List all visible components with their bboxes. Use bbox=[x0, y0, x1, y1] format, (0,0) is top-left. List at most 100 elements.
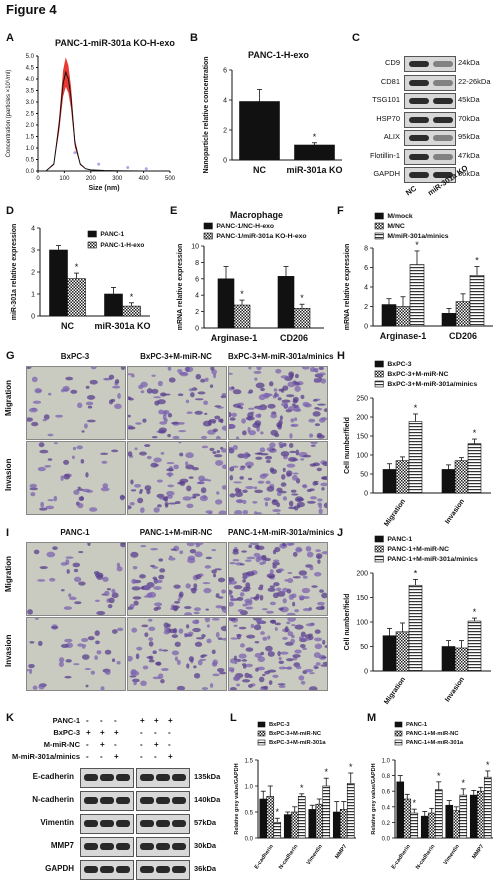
stained-cell bbox=[68, 593, 72, 598]
stained-cell bbox=[253, 511, 258, 514]
stained-cell bbox=[280, 451, 290, 457]
stained-cell bbox=[314, 378, 320, 383]
stained-cell bbox=[162, 410, 168, 417]
stained-cell bbox=[135, 422, 142, 425]
y-tick-label: 0.8 bbox=[382, 774, 391, 780]
bar bbox=[322, 785, 331, 839]
stained-cell bbox=[85, 385, 90, 389]
stained-cell bbox=[114, 403, 122, 409]
stained-cell bbox=[215, 631, 220, 638]
stained-cell bbox=[245, 647, 254, 652]
stained-cell bbox=[254, 377, 258, 381]
stained-cell bbox=[231, 412, 237, 418]
stained-cell bbox=[221, 464, 226, 470]
stained-cell bbox=[316, 432, 323, 438]
bar bbox=[315, 803, 324, 839]
stained-cell bbox=[193, 672, 201, 679]
stained-cell bbox=[77, 486, 81, 489]
stained-cell bbox=[229, 493, 236, 498]
stained-cell bbox=[119, 494, 125, 501]
stained-cell bbox=[314, 423, 320, 427]
stained-cell bbox=[189, 548, 197, 554]
stained-cell bbox=[84, 423, 88, 429]
blot-band bbox=[156, 843, 170, 850]
y-tick-label: 8 bbox=[195, 260, 199, 267]
stained-cell bbox=[110, 398, 116, 403]
stained-cell bbox=[261, 473, 269, 477]
stained-cell bbox=[322, 661, 327, 665]
stained-cell bbox=[274, 622, 281, 626]
blot-protein-label: TSG101 bbox=[372, 95, 400, 104]
stained-cell bbox=[27, 609, 33, 615]
cell-stain bbox=[229, 618, 327, 690]
stained-cell bbox=[302, 454, 312, 458]
stained-cell bbox=[130, 489, 137, 492]
stained-cell bbox=[277, 683, 286, 686]
stained-cell bbox=[229, 618, 237, 621]
stained-cell bbox=[186, 624, 190, 629]
stained-cell bbox=[85, 684, 89, 688]
legend-swatch bbox=[374, 545, 384, 553]
stained-cell bbox=[292, 601, 296, 607]
stained-cell bbox=[257, 480, 265, 484]
legend-label: BxPC-3+M-miR-NC bbox=[387, 371, 448, 378]
y-tick-label: 6 bbox=[195, 276, 199, 283]
y-tick-label: 200 bbox=[356, 571, 368, 578]
stained-cell bbox=[161, 667, 169, 672]
stained-cell bbox=[294, 373, 299, 379]
y-tick-label: 2 bbox=[31, 270, 35, 277]
stained-cell bbox=[106, 587, 112, 591]
micrograph-image bbox=[26, 617, 126, 691]
category-label: Arginase-1 bbox=[211, 333, 258, 343]
stained-cell bbox=[185, 583, 191, 589]
panel-label-k: K bbox=[6, 712, 14, 724]
blot-band bbox=[140, 820, 154, 827]
micrograph-row-label: Migration bbox=[4, 380, 13, 416]
treatment-sign: - bbox=[114, 716, 117, 725]
y-tick-label: 6 bbox=[223, 68, 227, 75]
stained-cell bbox=[160, 451, 165, 455]
stained-cell bbox=[245, 461, 254, 467]
stained-cell bbox=[185, 464, 195, 470]
significance-mark: * bbox=[475, 256, 479, 266]
blot-size-label: 36kDa bbox=[458, 169, 480, 178]
stained-cell bbox=[112, 385, 121, 389]
bar bbox=[346, 783, 355, 839]
category-label: NC bbox=[253, 165, 266, 175]
stained-cell bbox=[204, 618, 211, 623]
blot-strip bbox=[404, 148, 456, 165]
stained-cell bbox=[263, 497, 272, 501]
treatment-sign: - bbox=[114, 740, 117, 749]
stained-cell bbox=[202, 478, 209, 482]
panel-c-blot: CD9 24kDa CD81 22-26kDa TSG101 45kDa HSP70 70kD… bbox=[352, 50, 500, 220]
blot-strip bbox=[404, 130, 456, 146]
stained-cell bbox=[192, 627, 201, 633]
stained-cell bbox=[78, 581, 86, 586]
stained-cell bbox=[34, 387, 42, 394]
stained-cell bbox=[133, 600, 139, 606]
stained-cell bbox=[185, 399, 190, 404]
stained-cell bbox=[174, 500, 181, 505]
stained-cell bbox=[159, 568, 166, 573]
panel-label-j: J bbox=[337, 527, 344, 539]
panel-label-a: A bbox=[6, 32, 14, 44]
blot-band bbox=[84, 774, 98, 781]
stained-cell bbox=[32, 400, 42, 404]
blot-size-label: 22-26kDa bbox=[458, 76, 491, 86]
stained-cell bbox=[288, 506, 297, 510]
stained-cell bbox=[156, 479, 163, 483]
stained-cell bbox=[292, 576, 301, 579]
blot-band bbox=[172, 843, 186, 850]
stained-cell bbox=[70, 389, 78, 394]
stained-cell bbox=[250, 623, 255, 629]
legend-label: PANC-1+M-miR-301a bbox=[406, 740, 464, 746]
stained-cell bbox=[212, 673, 220, 677]
stained-cell bbox=[234, 487, 240, 493]
bar bbox=[395, 306, 411, 327]
stained-cell bbox=[158, 429, 166, 434]
stained-cell bbox=[60, 475, 64, 481]
stained-cell bbox=[287, 631, 294, 637]
stained-cell bbox=[262, 673, 266, 677]
stained-cell bbox=[195, 373, 202, 380]
stained-cell bbox=[209, 447, 215, 452]
